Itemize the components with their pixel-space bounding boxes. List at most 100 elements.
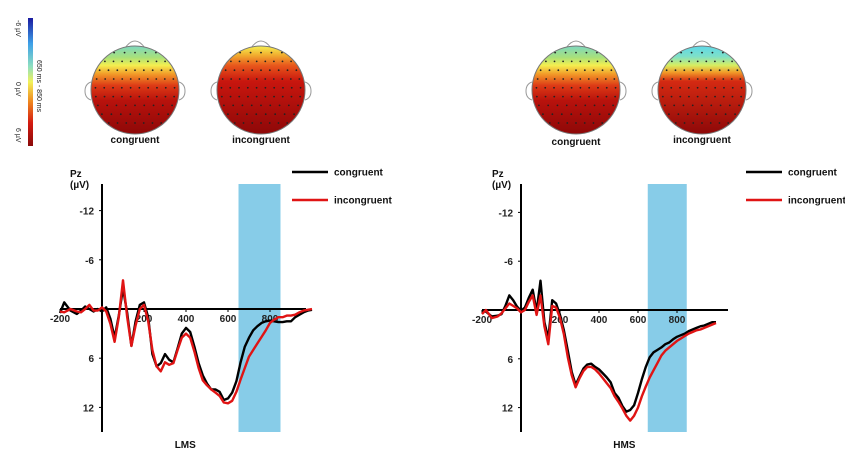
electrode-dot bbox=[156, 86, 158, 89]
electrode-dot bbox=[570, 113, 573, 116]
electrode-dot bbox=[738, 104, 740, 107]
electrode-dot bbox=[142, 122, 145, 124]
electrode-dot bbox=[545, 60, 547, 63]
topomap-label: incongruent bbox=[673, 135, 731, 146]
electrode-dot bbox=[588, 95, 590, 98]
electrode-dot bbox=[696, 113, 699, 116]
electrode-dot bbox=[570, 86, 573, 89]
electrode-dot bbox=[682, 104, 685, 107]
electrode-dot bbox=[151, 69, 154, 72]
electrode-dot bbox=[554, 51, 557, 54]
electrode-dot bbox=[101, 113, 103, 116]
electrode-dot bbox=[722, 60, 725, 63]
electrode-dot bbox=[260, 69, 262, 72]
electrode-dot bbox=[241, 104, 244, 107]
electrode-dot bbox=[229, 95, 232, 98]
electrode-dot bbox=[566, 122, 569, 124]
electrode-dot bbox=[553, 60, 556, 63]
x-tick-label: 400 bbox=[591, 315, 608, 326]
electrode-dot bbox=[677, 113, 680, 116]
electrode-dot bbox=[597, 86, 599, 89]
colorbar-top-label: -6 µV bbox=[14, 20, 21, 37]
electrode-dot bbox=[671, 78, 674, 80]
electrode-dot bbox=[593, 104, 596, 107]
electrode-dot bbox=[596, 78, 599, 80]
electrode-dot bbox=[112, 86, 114, 89]
head-map bbox=[657, 45, 747, 135]
left-ear-outline bbox=[525, 81, 533, 101]
electrode-dot bbox=[230, 78, 233, 80]
analysis-window-shade bbox=[647, 184, 687, 432]
electrode-dot bbox=[592, 69, 595, 72]
electrode-dot bbox=[245, 113, 248, 116]
electrode-dot bbox=[151, 122, 154, 124]
electrode-dot bbox=[134, 122, 136, 124]
topomap-hms-incongruent: incongruent bbox=[651, 40, 753, 146]
electrode-dot bbox=[142, 69, 145, 72]
electrode-dot bbox=[705, 60, 708, 63]
electrode-dot bbox=[272, 78, 275, 80]
electrode-dot bbox=[701, 122, 703, 124]
electrode-dot bbox=[154, 51, 157, 54]
electrode-dot bbox=[106, 104, 109, 107]
electrode-dot bbox=[596, 95, 599, 98]
electrode-dot bbox=[238, 95, 241, 98]
electrode-dot bbox=[701, 104, 703, 107]
electrode-dot bbox=[233, 69, 236, 72]
electrode-dot bbox=[566, 69, 569, 72]
y-tick-label: -6 bbox=[85, 256, 94, 267]
electrode-dots bbox=[94, 51, 176, 124]
electrode-dot bbox=[709, 122, 712, 124]
electrode-dot bbox=[157, 113, 160, 116]
electrode-dot bbox=[255, 78, 258, 80]
electrode-dot bbox=[688, 95, 690, 98]
electrode-dot bbox=[575, 51, 577, 54]
electrode-dot bbox=[283, 113, 286, 116]
nose-outline bbox=[124, 40, 146, 49]
electrode-dot bbox=[714, 95, 716, 98]
electrode-dot bbox=[107, 69, 110, 72]
electrode-dot bbox=[260, 104, 262, 107]
topomap-hms-congruent: congruent bbox=[525, 40, 627, 148]
electrode-dot bbox=[138, 78, 141, 80]
electrode-dot bbox=[146, 78, 149, 80]
electrode-dot bbox=[147, 86, 150, 89]
electrode-dot bbox=[281, 95, 284, 98]
electrode-dot bbox=[299, 95, 302, 98]
electrode-dot bbox=[535, 86, 538, 89]
x-tick-label: 200 bbox=[136, 314, 153, 325]
topomap-lms-congruent: congruent bbox=[84, 40, 186, 146]
electrode-dot bbox=[718, 69, 721, 72]
panel-title: HMS bbox=[613, 440, 636, 451]
electrode-dot bbox=[112, 60, 115, 63]
electrode-dot bbox=[575, 69, 577, 72]
electrode-dot bbox=[112, 95, 115, 98]
electrode-dot bbox=[724, 113, 727, 116]
electrode-dot bbox=[679, 86, 681, 89]
electrode-dot bbox=[665, 69, 668, 72]
electrode-dot bbox=[236, 113, 239, 116]
electrode-dot bbox=[238, 78, 241, 80]
electrode-dot bbox=[605, 95, 608, 98]
electrode-dot bbox=[104, 60, 106, 63]
x-tick-label: -200 bbox=[472, 315, 492, 326]
electrode-dot bbox=[138, 95, 141, 98]
electrode-dot bbox=[277, 122, 280, 124]
right-ear-outline bbox=[304, 81, 312, 101]
y-axis-label: Pz bbox=[492, 169, 504, 180]
electrode-dot bbox=[711, 51, 714, 54]
electrode-dot bbox=[138, 113, 141, 116]
electrode-dot bbox=[255, 95, 258, 98]
electrode-dot bbox=[138, 86, 141, 89]
electrode-dot bbox=[661, 95, 664, 98]
electrode-dot bbox=[544, 95, 547, 98]
electrode-dot bbox=[155, 60, 158, 63]
y-tick-label: 6 bbox=[88, 354, 94, 365]
electrode-dot bbox=[556, 104, 559, 107]
electrode-dot bbox=[722, 95, 725, 98]
electrode-dot bbox=[173, 86, 176, 89]
legend-label-congruent: congruent bbox=[788, 168, 838, 179]
topomap-label: congruent bbox=[552, 137, 602, 148]
electrode-dot bbox=[107, 122, 110, 124]
electrode-dot bbox=[290, 86, 293, 89]
